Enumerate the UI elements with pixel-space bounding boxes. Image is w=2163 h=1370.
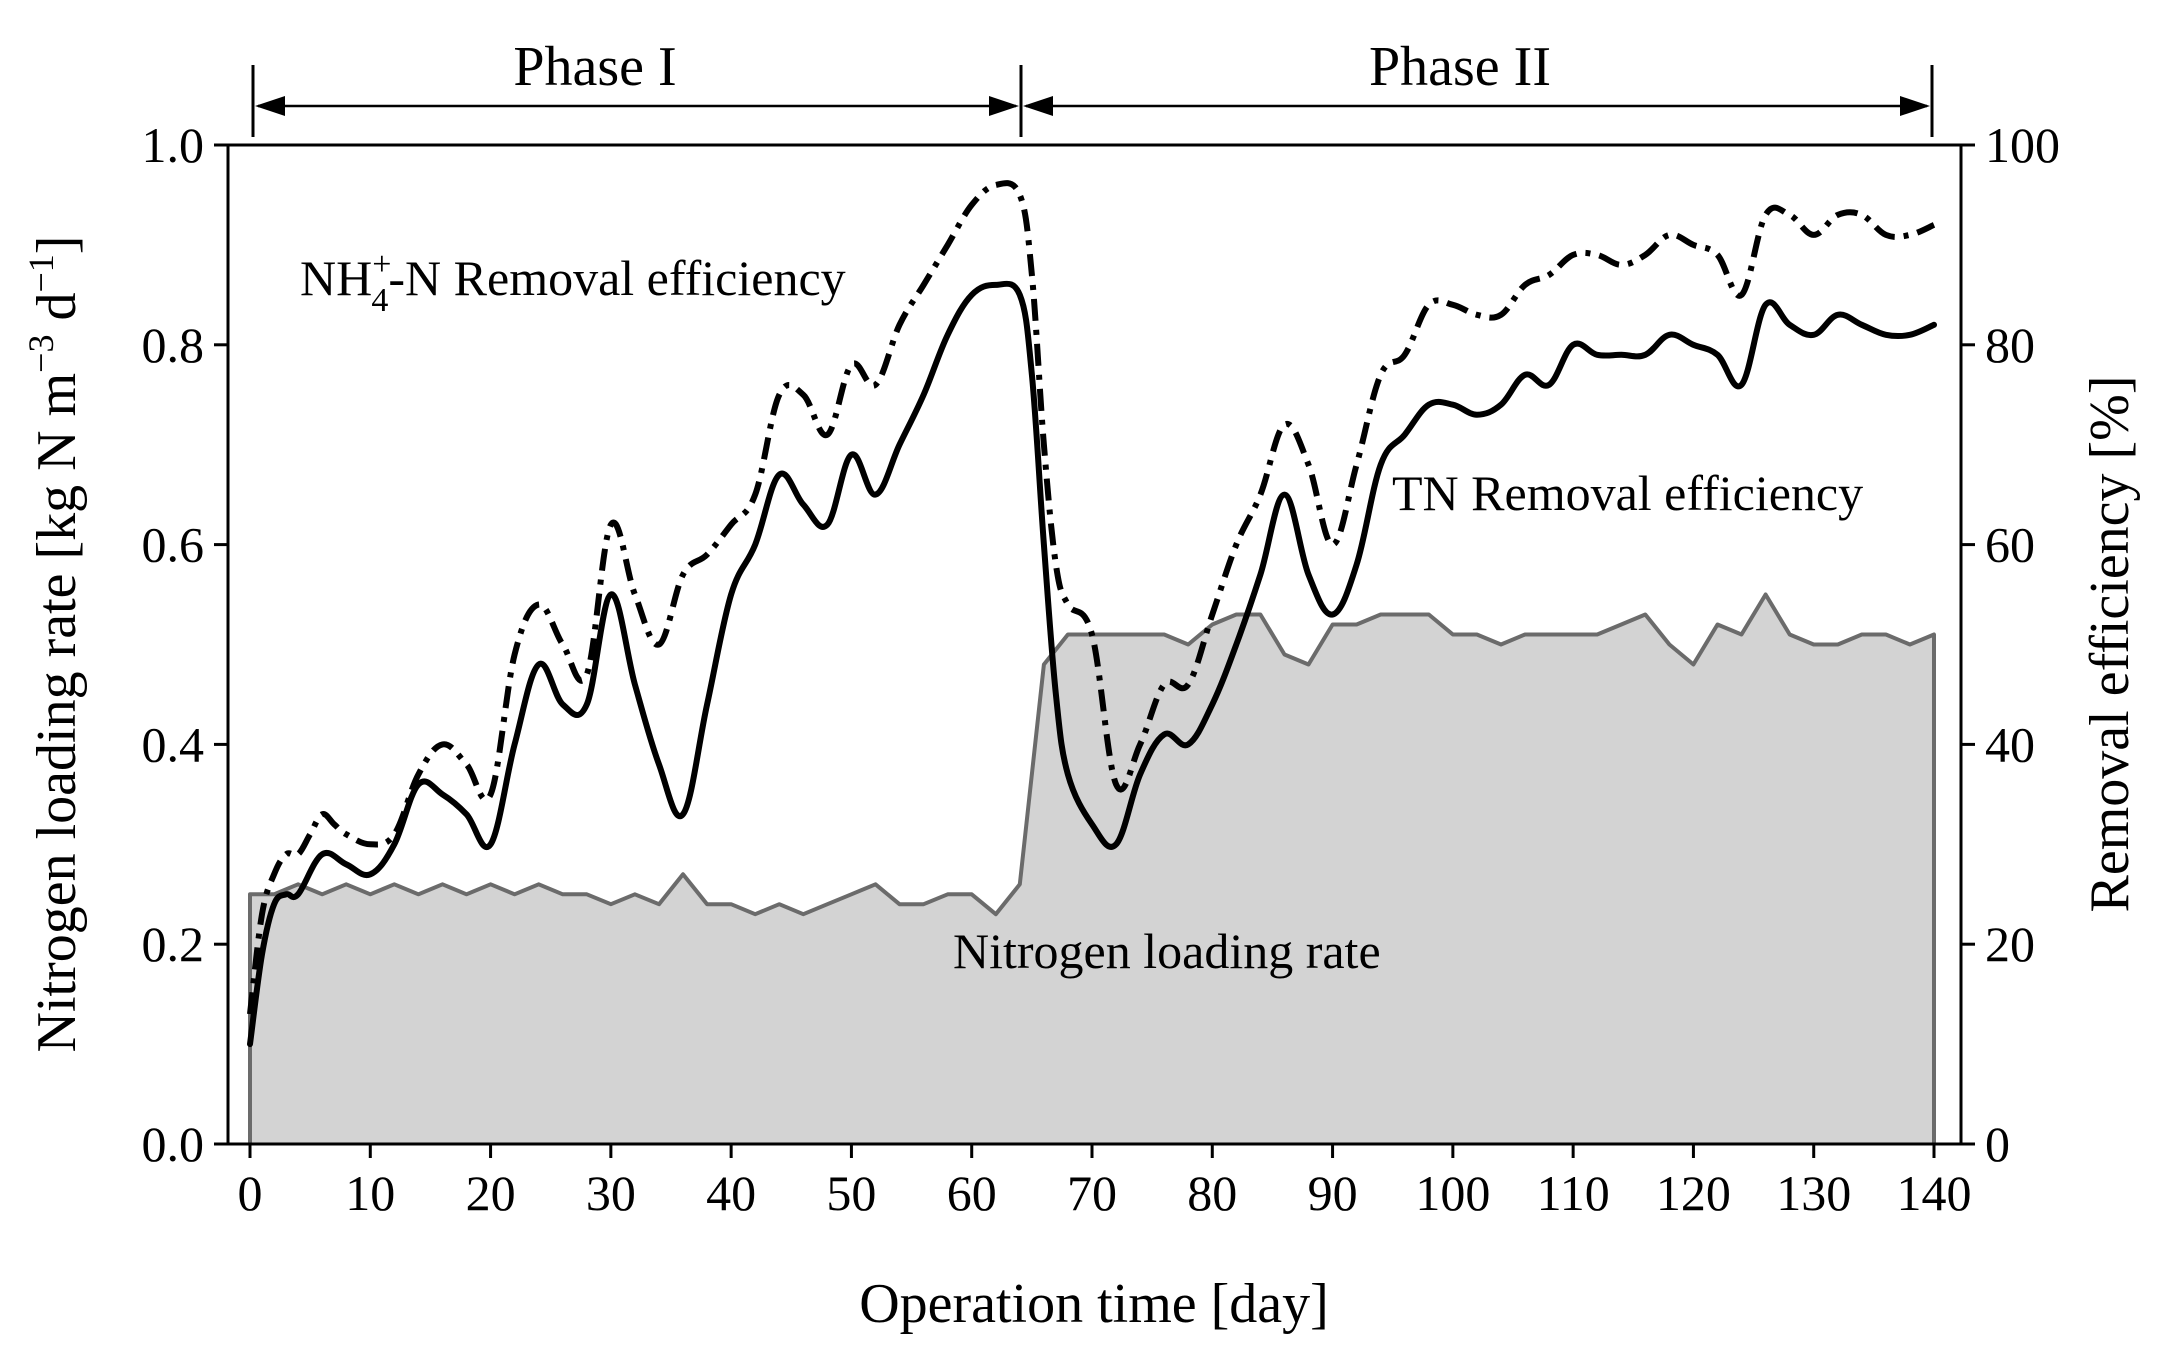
y-left-tick-label: 0.0 — [142, 1116, 205, 1172]
y-right-tick-label: 40 — [1985, 716, 2035, 772]
y-left-tick-label: 0.2 — [142, 916, 205, 972]
y-left-title-sup2: −1 — [21, 254, 61, 292]
y-left-title-main: Nitrogen loading rate [kg N m — [26, 373, 88, 1053]
x-tick-label: 50 — [826, 1165, 876, 1221]
x-tick-label: 80 — [1187, 1165, 1237, 1221]
y-left-title-sup1: −3 — [21, 335, 61, 373]
phase-2-label: Phase II — [1369, 36, 1551, 98]
tn-removal-efficiency-line — [247, 280, 1937, 1048]
x-tick-label: 90 — [1308, 1165, 1358, 1221]
y-right-tick-label: 0 — [1985, 1116, 2010, 1172]
x-tick-label: 70 — [1067, 1165, 1117, 1221]
x-axis-title: Operation time [day] — [859, 1273, 1329, 1335]
x-tick-label: 130 — [1776, 1165, 1851, 1221]
x-tick-label: 0 — [238, 1165, 263, 1221]
phase-1-label: Phase I — [513, 36, 676, 98]
x-tick-label: 40 — [706, 1165, 756, 1221]
x-tick-label: 100 — [1415, 1165, 1490, 1221]
y-axis-left-title: Nitrogen loading rate [kg N m−3 d−1] — [21, 236, 88, 1053]
nitrogen-loading-rate-annotation: Nitrogen loading rate — [953, 923, 1381, 979]
x-tick-label: 20 — [466, 1165, 516, 1221]
y-axis-right-title: Removal efficiency [%] — [2079, 376, 2141, 913]
x-tick-label: 140 — [1897, 1165, 1972, 1221]
y-left-title-end: ] — [26, 236, 88, 255]
tn-efficiency-annotation: TN Removal efficiency — [1392, 465, 1863, 521]
nh4-annotation-sup: + — [372, 246, 391, 283]
y-left-tick-label: 0.4 — [142, 716, 205, 772]
nh4-annotation-prefix: NH — [300, 250, 372, 306]
nh4-removal-efficiency-line — [247, 180, 1936, 1015]
ticks-layer: 0 10 20 30 40 50 60 70 80 90 100 110 120 130 1400.00.2… — [142, 117, 2061, 1221]
nh4-annotation-suffix: -N Removal efficiency — [388, 250, 845, 306]
phase-1-arrowhead-left — [255, 96, 285, 116]
phase-2-arrowhead-right — [1900, 96, 1930, 116]
y-right-tick-label: 20 — [1985, 916, 2035, 972]
y-right-tick-label: 100 — [1985, 117, 2060, 173]
x-tick-label: 60 — [947, 1165, 997, 1221]
y-left-tick-label: 0.8 — [142, 317, 205, 373]
y-left-tick-label: 1.0 — [142, 117, 205, 173]
y-right-tick-label: 60 — [1985, 517, 2035, 573]
x-tick-label: 10 — [345, 1165, 395, 1221]
nitrogen-loading-rate-area — [250, 594, 1934, 1144]
y-left-title-mid: d — [26, 293, 88, 335]
plot-frame — [226, 143, 1963, 1146]
nh4-efficiency-annotation: NH+ 4-N Removal efficiency — [300, 246, 846, 319]
phase-2-arrowhead-left — [1023, 96, 1053, 116]
x-tick-label: 30 — [586, 1165, 636, 1221]
y-right-tick-label: 80 — [1985, 317, 2035, 373]
x-tick-label: 120 — [1656, 1165, 1731, 1221]
phase-indicator: Phase I Phase II — [251, 36, 1934, 137]
phase-1-arrowhead-right — [989, 96, 1019, 116]
series-layer — [247, 180, 1937, 1144]
y-left-tick-label: 0.6 — [142, 517, 205, 573]
x-tick-label: 110 — [1537, 1165, 1610, 1221]
nh4-annotation-sub: 4 — [371, 282, 388, 319]
